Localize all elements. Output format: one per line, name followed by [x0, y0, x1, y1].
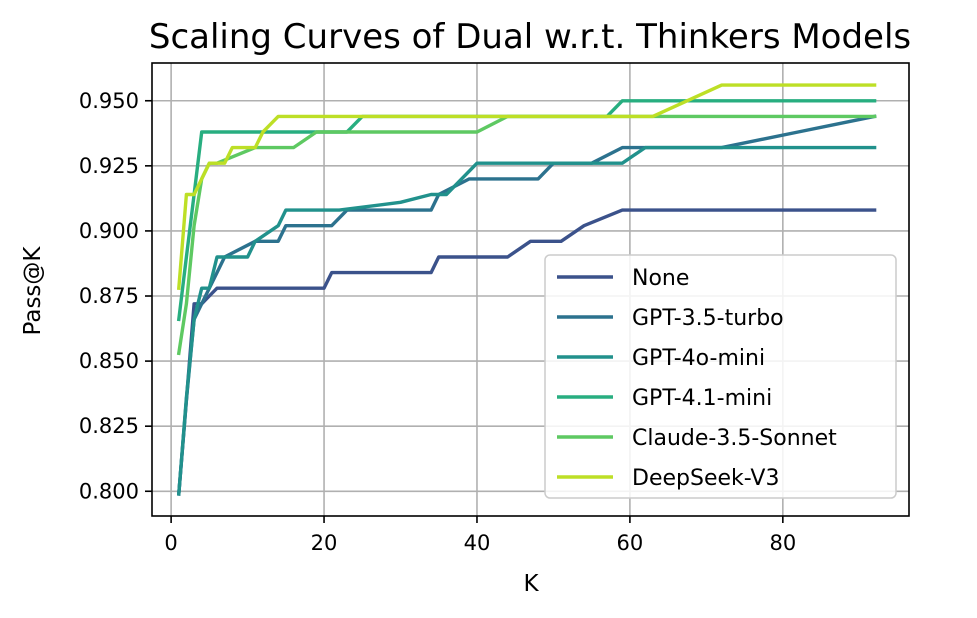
- legend-label: GPT-4.1-mini: [632, 386, 772, 411]
- y-tick-label: 0.950: [79, 89, 139, 113]
- x-tick-label: 20: [311, 531, 338, 555]
- x-axis-label: K: [523, 571, 539, 597]
- legend: None GPT-3.5-turbo GPT-4o-mini GPT-4.1-mini…: [544, 254, 897, 499]
- series-line-gpt-3-5-turbo: [176, 114, 877, 496]
- x-tick-label: 80: [769, 531, 796, 555]
- x-tick-label: 40: [464, 531, 491, 555]
- x-tick-label: 0: [164, 531, 177, 555]
- y-tick-label: 0.825: [79, 414, 139, 438]
- y-axis-label: Pass@K: [20, 246, 46, 336]
- y-tick-label: 0.900: [79, 219, 139, 243]
- legend-label: None: [632, 266, 689, 291]
- y-tick-label: 0.875: [79, 284, 139, 308]
- y-tick-label: 0.850: [79, 349, 139, 373]
- plot-area-frame: [151, 62, 910, 517]
- series-line-claude-3-5-sonnet: [176, 114, 877, 356]
- legend-box: [544, 254, 897, 499]
- y-tick-label: 0.925: [79, 154, 139, 178]
- axis-ticks: 0 20 40 60 80 0.800 0.825 0.850 0.875 0.900 0.925 0…: [79, 89, 796, 555]
- legend-label: DeepSeek-V3: [632, 466, 779, 491]
- series-line-deepseek-v3: [176, 83, 877, 291]
- chart-title: Scaling Curves of Dual w.r.t. Thinkers M…: [149, 17, 911, 57]
- legend-label: GPT-4o-mini: [632, 346, 765, 371]
- y-tick-label: 0.800: [79, 479, 139, 503]
- series-layer: [176, 83, 877, 496]
- x-tick-label: 60: [617, 531, 644, 555]
- legend-label: GPT-3.5-turbo: [632, 306, 784, 331]
- legend-label: Claude-3.5-Sonnet: [632, 426, 837, 451]
- series-line-gpt-4o-mini: [176, 145, 877, 496]
